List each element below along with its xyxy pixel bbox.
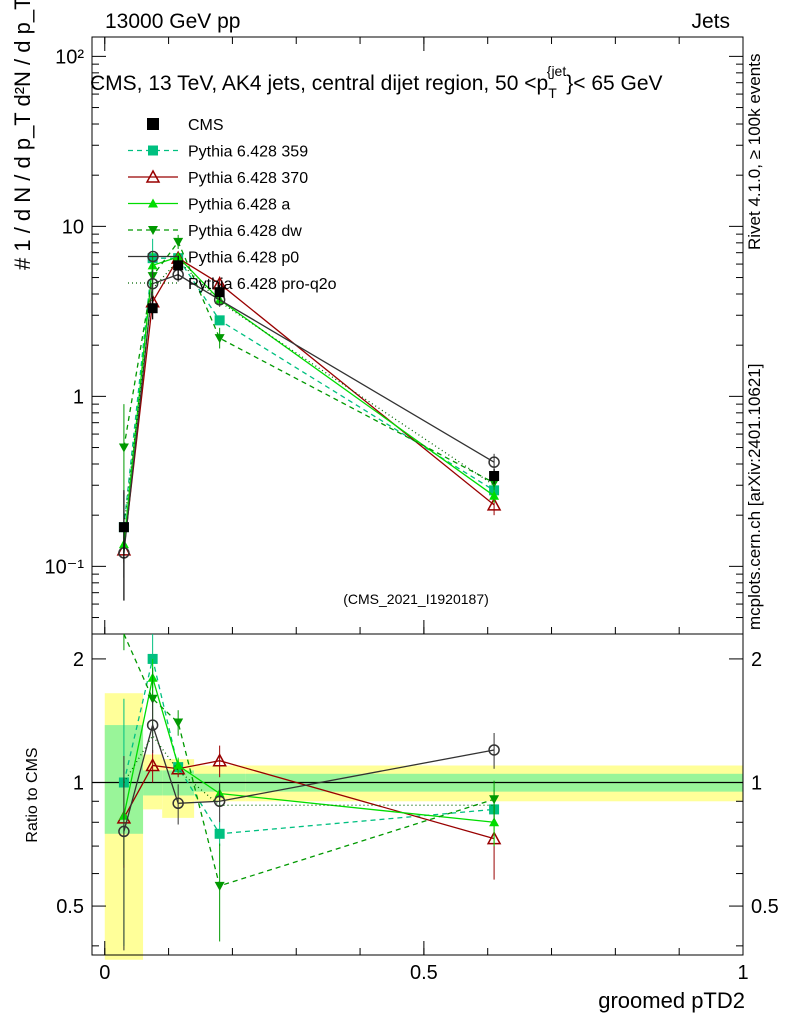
- x-tick-label-2: 1: [737, 962, 748, 984]
- data-point-2: [173, 260, 184, 271]
- title-sup: {jet: [547, 63, 567, 79]
- ratio-tick-label-right-0: 0.5: [751, 896, 779, 918]
- legend-marker-1: [148, 145, 158, 156]
- legend-marker-0: [147, 118, 159, 130]
- ratio-point-4-1: [146, 719, 159, 731]
- legend-label-0: CMS: [188, 117, 224, 134]
- y-tick-label-2: 10: [62, 216, 84, 238]
- series-line-5: [123, 259, 495, 528]
- ratio-point-4-0: [118, 825, 130, 838]
- watermark: (CMS_2021_I1920187): [343, 591, 489, 607]
- legend-label-1: Pythia 6.428 359: [188, 144, 308, 161]
- legend-marker-2: [145, 169, 161, 183]
- lower-ylabel: Ratio to CMS: [24, 747, 41, 842]
- legend-label-2: Pythia 6.428 370: [188, 170, 308, 187]
- ratio-tick-label-2: 2: [73, 649, 84, 671]
- series-point-4-4: [488, 456, 500, 468]
- ratio-point-3-3: [214, 881, 225, 891]
- legend-label-4: Pythia 6.428 dw: [188, 223, 302, 240]
- ratio-tick-label-right-1: 1: [751, 772, 762, 794]
- ratio-point-4-3: [213, 795, 226, 808]
- ratio-point-4-4: [488, 744, 500, 756]
- lower-plot: 0 0.5 1 0.5 0.5 1 1 2 2: [56, 633, 779, 984]
- data-point-0: [118, 522, 129, 533]
- legend: CMS Pythia 6.428 359 Pythia 6.428 370 Pythi…: [128, 117, 337, 293]
- header-left-label: 13000 GeV pp: [105, 10, 240, 33]
- xlabel: groomed pTD2: [598, 988, 745, 1013]
- series-point-2-4: [489, 490, 500, 500]
- ratio-tick-label-right-2: 2: [751, 649, 762, 671]
- ratio-point-3-2: [173, 718, 184, 728]
- x-tick-label-1: 0.5: [410, 962, 438, 984]
- chart-title: CMS, 13 TeV, AK4 jets, central dijet reg…: [90, 63, 663, 101]
- series-line-1: [123, 257, 495, 550]
- title-end: }< 65 GeV: [566, 72, 662, 95]
- ratio-point-1-3: [212, 753, 227, 767]
- upper-plot: 10⁻¹ 1 10 10²: [45, 36, 744, 635]
- series-point-0-3: [214, 315, 225, 326]
- series-point-3-3: [214, 334, 225, 344]
- legend-marker-4: [148, 226, 158, 235]
- ratio-point-3-4: [489, 795, 500, 805]
- header-right-label: Jets: [691, 10, 730, 33]
- ratio-point-3-1: [147, 694, 158, 704]
- y-tick-label-1: 1: [73, 386, 84, 408]
- ratio-point-1-1: [145, 757, 160, 772]
- y-tick-label-3: 10²: [55, 46, 84, 68]
- title-main: CMS, 13 TeV, AK4 jets, central dijet reg…: [90, 72, 548, 95]
- upper-ylabel: # 1 / d N / d p_T d²N / d p_T d λ: [10, 0, 35, 270]
- data-point-1: [147, 303, 158, 314]
- ratio-point-2-4: [489, 817, 500, 827]
- legend-marker-3: [148, 198, 158, 208]
- ratio-point-4-2: [172, 797, 184, 810]
- series-point-3-2: [173, 237, 184, 247]
- series-line-4: [123, 273, 495, 553]
- ratio-line-3: [123, 633, 495, 887]
- series-point-1-4: [486, 497, 502, 511]
- legend-label-5: Pythia 6.428 p0: [188, 250, 299, 267]
- legend-label-3: Pythia 6.428 a: [188, 197, 290, 214]
- legend-marker-5: [147, 250, 159, 263]
- ratio-line-5: [123, 734, 495, 806]
- legend-label-6: Pythia 6.428 pro-q2o: [188, 276, 337, 293]
- ratio-tick-label-1: 1: [73, 772, 84, 794]
- data-point-4: [489, 471, 500, 482]
- series-line-2: [123, 256, 495, 545]
- ratio-point-2-2: [173, 760, 184, 770]
- ratio-tick-label-0: 0.5: [56, 896, 84, 918]
- mcplots-label: mcplots.cern.ch [arXiv:2401.10621]: [745, 364, 764, 630]
- title-sub: T: [548, 85, 557, 101]
- ratio-point-0-3: [214, 828, 225, 839]
- y-tick-label-0: 10⁻¹: [45, 556, 85, 578]
- rivet-label: Rivet 4.1.0, ≥ 100k events: [745, 54, 764, 250]
- data-point-3: [214, 287, 225, 298]
- lower-frame: [91, 633, 744, 956]
- series-point-3-0: [118, 443, 129, 453]
- series-line-0: [123, 257, 495, 528]
- x-tick-label-0: 0: [99, 962, 110, 984]
